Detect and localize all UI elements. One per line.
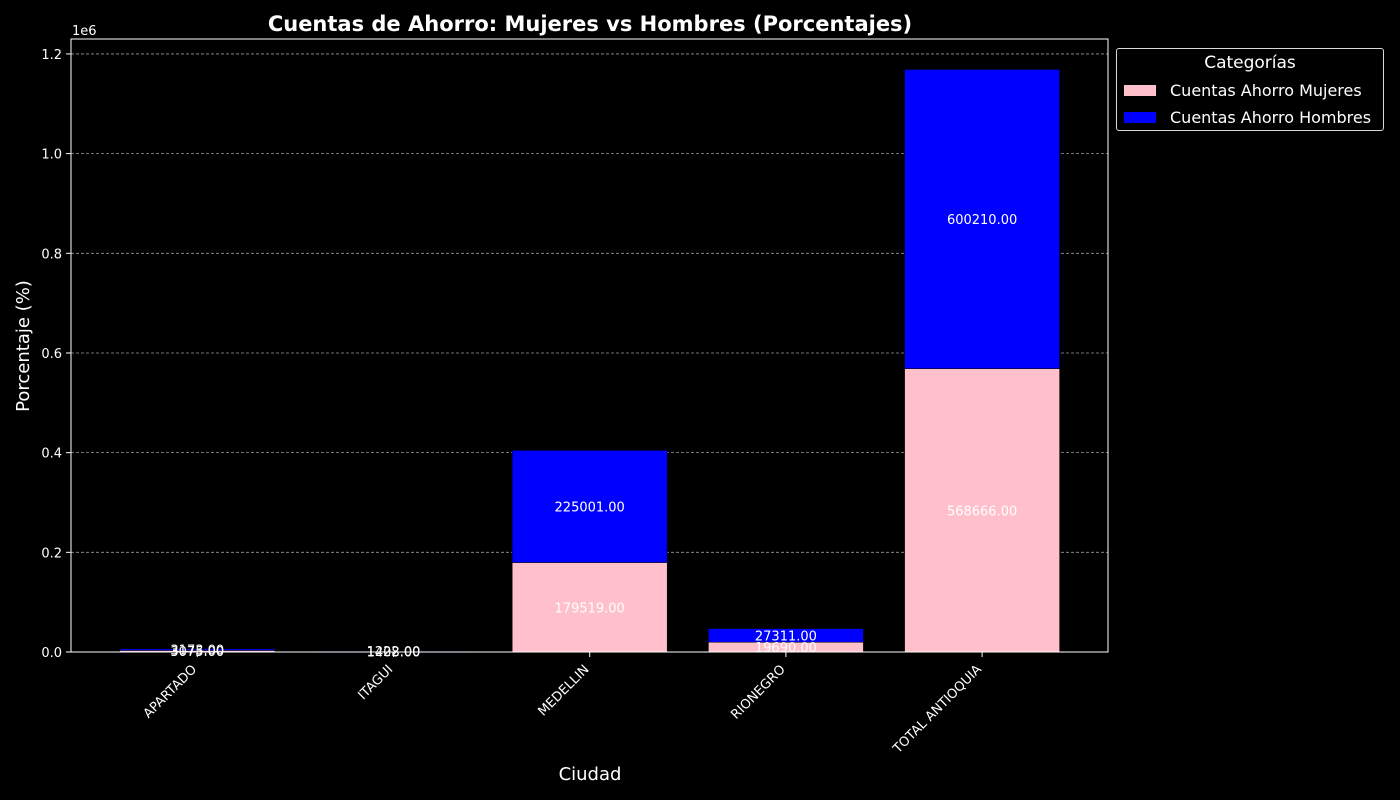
bar-cuentas-ahorro-mujeres-medellin [511,562,668,653]
legend-label-mujeres: Cuentas Ahorro Mujeres [1170,80,1362,100]
legend: Categorías Cuentas Ahorro Mujeres Cuenta… [1116,48,1384,131]
y-axis-ticks: 0.0 0.2 0.4 0.6 0.8 1.0 1.2 [41,48,71,661]
chart-title: Cuentas de Ahorro: Mujeres vs Hombres (P… [268,12,912,36]
legend-item-mujeres: Cuentas Ahorro Mujeres [1124,80,1362,100]
bars-group [119,69,1060,653]
legend-swatch-hombres [1124,111,1156,123]
bar-cuentas-ahorro-mujeres-total-antioquia [904,368,1060,653]
bar-cuentas-ahorro-hombres-total-antioquia [904,69,1060,369]
y-axis-label: Porcentaje (%) [13,280,34,412]
bar-label-cuentas-ahorro-mujeres-medellin: 179519.00 [555,601,625,616]
x-tick-label-apartado: APARTADO [141,662,200,721]
y-tick-label: 0.2 [41,546,62,561]
bar-cuentas-ahorro-hombres-itagui [315,650,472,652]
bar-label-cuentas-ahorro-hombres-total-antioquia: 600210.00 [947,213,1017,228]
x-axis-ticks: APARTADO ITAGUI MEDELLIN RIONEGRO TOTAL ANTI… [141,652,985,757]
x-tick-label-itagui: ITAGUI [355,662,396,703]
plot-frame [70,38,1109,653]
legend-label-hombres: Cuentas Ahorro Hombres [1170,107,1372,127]
y-offset-label: 1e6 [72,24,97,39]
legend-swatch-mujeres [1124,84,1156,96]
y-tick-label: 0.8 [41,247,62,262]
x-axis-label: Ciudad [559,764,622,785]
x-tick-label-medellin: MEDELLIN [535,662,592,719]
y-tick-label: 0.6 [41,347,62,362]
legend-item-hombres: Cuentas Ahorro Hombres [1124,107,1371,127]
y-tick-label: 1.0 [41,148,62,163]
bar-label-cuentas-ahorro-hombres-rionegro: 27311.00 [755,629,817,644]
y-tick-label: 1.2 [41,48,62,63]
bar-label-cuentas-ahorro-hombres-medellin: 225001.00 [555,500,625,515]
bar-cuentas-ahorro-hombres-medellin [511,450,668,563]
x-tick-label-rionegro: RIONEGRO [728,662,788,722]
bar-cuentas-ahorro-hombres-rionegro [708,628,864,643]
legend-title: Categorías [1204,53,1296,73]
bar-label-cuentas-ahorro-mujeres-total-antioquia: 568666.00 [947,504,1017,519]
x-tick-label-total-antioquia: TOTAL ANTIOQUIA [890,662,985,757]
grid-lines [71,53,1108,553]
bar-label-cuentas-ahorro-mujeres-apartado: 3075.00 [170,645,224,660]
bar-label-cuentas-ahorro-hombres-apartado: 3173.00 [170,644,224,659]
y-tick-label: 0.4 [41,447,62,462]
y-tick-label: 0.0 [41,646,62,661]
bar-label-cuentas-ahorro-mujeres-itagui: 1408.00 [367,646,421,661]
bar-cuentas-ahorro-hombres-apartado [119,648,276,651]
